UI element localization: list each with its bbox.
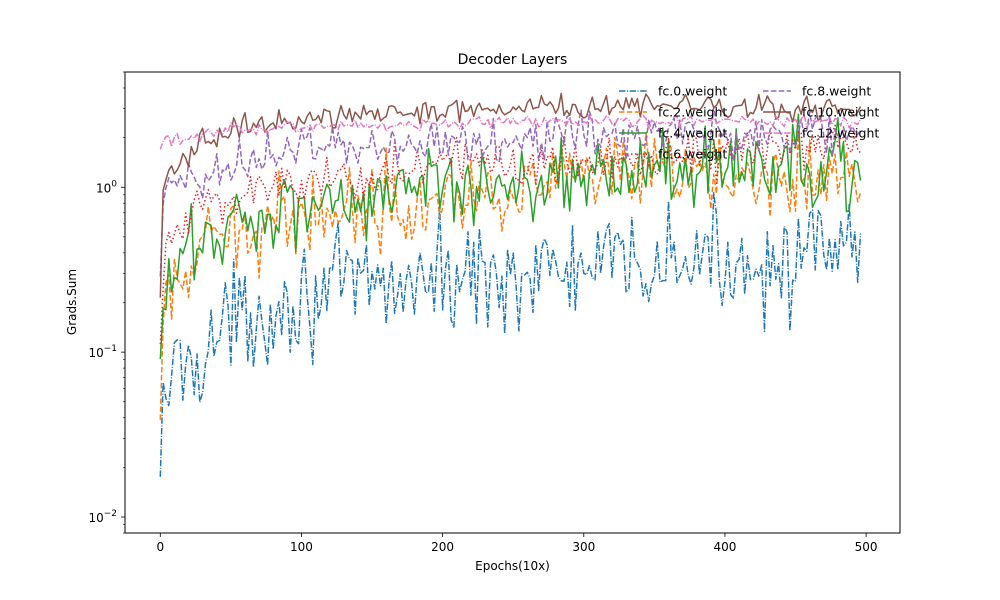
legend-label: fc.10.weight [802, 105, 879, 120]
legend: fc.0.weight fc.2.weight fc.4.weight fc.6.we… [619, 84, 879, 162]
legend-label: fc.8.weight [802, 84, 871, 99]
x-axis-title: Epochs(10x) [475, 559, 550, 573]
series-line-fc-10-weight [159, 92, 862, 298]
series-line-fc-4-weight [159, 113, 862, 360]
x-tick-label: 500 [855, 540, 878, 554]
series-line-fc-0-weight [159, 192, 862, 477]
x-axis: 0 100 200 300 400 500 [156, 533, 878, 554]
y-axis-title: Grads.Sum [65, 269, 79, 335]
chart-title: Decoder Layers [458, 52, 568, 68]
y-tick-label: 10−2 [88, 509, 117, 525]
x-tick-label: 300 [572, 540, 595, 554]
y-tick-label: 100 [96, 179, 117, 195]
series-line-fc-8-weight [159, 106, 862, 277]
y-tick-label: 10−1 [88, 344, 117, 360]
legend-label: fc.6.weight [658, 147, 727, 162]
x-tick-label: 100 [290, 540, 313, 554]
legend-label: fc.0.weight [658, 84, 727, 99]
series-line-fc-2-weight [159, 130, 862, 420]
legend-label: fc.12.weight [802, 126, 879, 141]
series-layer [159, 92, 862, 477]
x-tick-label: 0 [156, 540, 164, 554]
legend-label: fc.4.weight [658, 126, 727, 141]
legend-label: fc.2.weight [658, 105, 727, 120]
series-line-fc-12-weight [159, 113, 862, 150]
x-tick-label: 200 [431, 540, 454, 554]
y-axis: 10−2 10−1 100 [88, 71, 125, 534]
x-tick-label: 400 [714, 540, 737, 554]
